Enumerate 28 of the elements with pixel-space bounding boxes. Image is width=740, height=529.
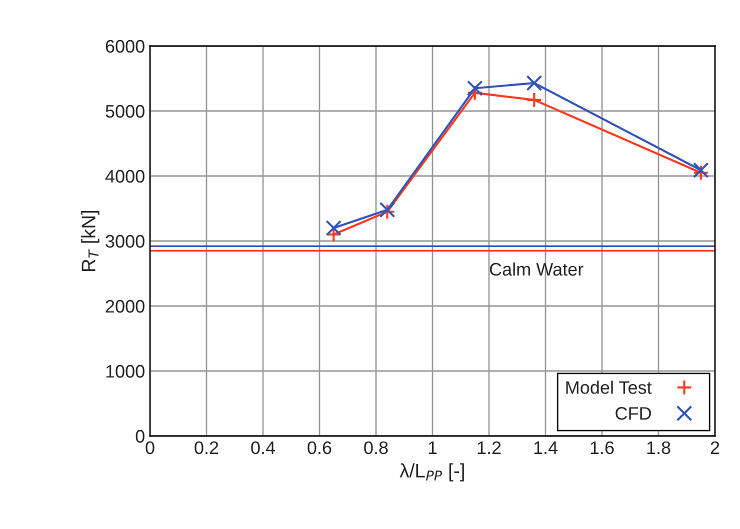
y-tick-label: 5000 xyxy=(106,104,144,118)
point xyxy=(466,84,483,101)
y-tick-label: 3000 xyxy=(106,234,144,248)
point xyxy=(526,75,542,92)
x-tick-label: 0.4 xyxy=(251,441,276,454)
point xyxy=(326,220,342,236)
x-tick-label: 2 xyxy=(710,441,720,454)
x-tick-label: 0.8 xyxy=(364,441,388,454)
x-tick-label: 1.6 xyxy=(590,441,614,454)
x-tick-label: 1.8 xyxy=(647,441,670,454)
x-tick-label: 0 xyxy=(146,441,154,454)
x-tick-label: 0.6 xyxy=(308,441,332,454)
x-tick-label: 1.2 xyxy=(478,441,501,454)
x-axis-title: λ/L$_{PP}$ [-] xyxy=(400,463,464,482)
y-axis-title: R$_{T}$ [kN] xyxy=(81,210,100,271)
x-tick-label: 1.4 xyxy=(534,442,558,454)
x-tick-label: 0.2 xyxy=(194,441,218,454)
y-tick-label: 2000 xyxy=(106,300,144,313)
y-tick-label: 1000 xyxy=(106,364,144,378)
x-tick-label: 1 xyxy=(428,442,437,454)
y-tick-label: 6000 xyxy=(106,40,144,53)
point xyxy=(526,92,542,108)
ref-line-label: Calm Water xyxy=(490,262,584,276)
y-tick-label: 0 xyxy=(136,430,144,443)
legend-label: CFD xyxy=(616,407,651,420)
point xyxy=(466,80,483,96)
y-tick-label: 4000 xyxy=(105,170,144,183)
legend-label: Model Test xyxy=(566,380,652,394)
